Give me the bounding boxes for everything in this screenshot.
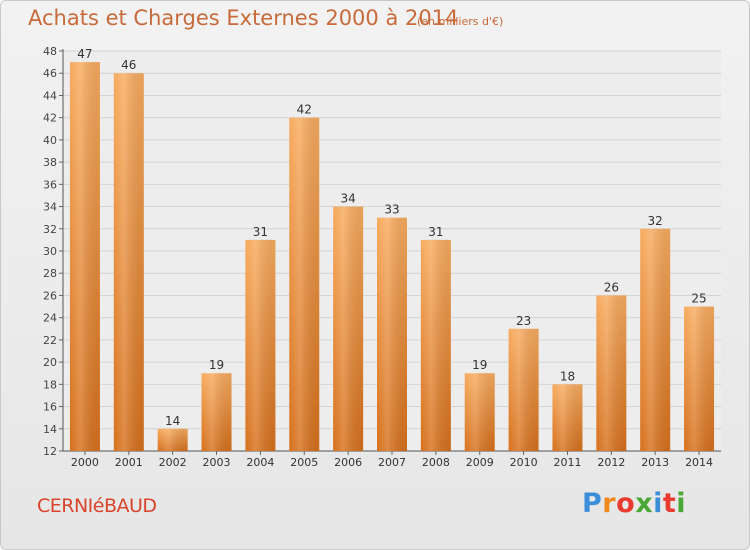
logo-letter: r bbox=[602, 488, 617, 519]
data-label: 34 bbox=[340, 192, 355, 206]
x-tick-label: 2011 bbox=[553, 456, 581, 469]
bar-shine bbox=[640, 228, 671, 451]
bar-shine bbox=[113, 73, 144, 451]
bar-shine bbox=[245, 239, 276, 451]
bars bbox=[69, 62, 715, 452]
x-tick-label: 2008 bbox=[422, 456, 450, 469]
x-tick-label: 2014 bbox=[685, 456, 713, 469]
data-label: 19 bbox=[472, 358, 487, 372]
logo-letter: o bbox=[616, 488, 636, 519]
data-label: 19 bbox=[209, 358, 224, 372]
proxiti-logo[interactable]: Proxiti bbox=[582, 488, 686, 519]
x-tick-label: 2012 bbox=[597, 456, 625, 469]
bar-shine bbox=[157, 428, 188, 451]
y-tick-label: 38 bbox=[43, 156, 57, 169]
y-tick-label: 24 bbox=[43, 312, 57, 325]
y-tick-label: 18 bbox=[43, 378, 57, 391]
x-tick-label: 2001 bbox=[115, 456, 143, 469]
x-tick-label: 2002 bbox=[159, 456, 187, 469]
data-label: 23 bbox=[516, 314, 531, 328]
chart-subtitle: (en milliers d'€) bbox=[417, 15, 504, 28]
data-label: 18 bbox=[560, 369, 575, 383]
logo-letter: i bbox=[653, 488, 663, 519]
y-tick-label: 16 bbox=[43, 401, 57, 414]
bar-shine bbox=[420, 239, 451, 451]
x-tick-label: 2007 bbox=[378, 456, 406, 469]
x-tick-label: 2006 bbox=[334, 456, 362, 469]
x-tick-label: 2010 bbox=[510, 456, 538, 469]
y-tick-label: 32 bbox=[43, 223, 57, 236]
x-tick-label: 2013 bbox=[641, 456, 669, 469]
data-label: 31 bbox=[428, 225, 443, 239]
y-tick-label: 22 bbox=[43, 334, 57, 347]
logo-letter: P bbox=[582, 488, 603, 519]
y-tick-label: 28 bbox=[43, 267, 57, 280]
logo-letter: x bbox=[635, 488, 654, 519]
y-tick-label: 14 bbox=[43, 423, 57, 436]
x-tick-label: 2005 bbox=[290, 456, 318, 469]
data-label: 47 bbox=[77, 47, 92, 61]
axes: 12 14 16 18 20 22 24 26 28 30 32 34 36 38 40 42 44 46 48 20… bbox=[43, 45, 721, 469]
x-tick-label: 2009 bbox=[466, 456, 494, 469]
data-label: 33 bbox=[384, 203, 399, 217]
bar-shine bbox=[508, 328, 539, 451]
bar-shine bbox=[464, 373, 495, 451]
x-tick-label: 2003 bbox=[203, 456, 231, 469]
y-tick-label: 44 bbox=[43, 89, 57, 102]
y-tick-label: 48 bbox=[43, 45, 57, 58]
data-label: 32 bbox=[648, 214, 663, 228]
y-tick-label: 40 bbox=[43, 134, 57, 147]
bar-shine bbox=[377, 217, 407, 451]
data-label: 25 bbox=[691, 292, 706, 306]
x-tick-label: 2000 bbox=[71, 456, 99, 469]
logo-letter: t bbox=[662, 488, 677, 519]
data-label: 46 bbox=[121, 58, 136, 72]
y-tick-label: 42 bbox=[43, 112, 57, 125]
data-label: 14 bbox=[165, 414, 180, 428]
bar-shine bbox=[684, 306, 715, 451]
logo-letter: i bbox=[676, 488, 687, 519]
data-label: 26 bbox=[604, 280, 619, 294]
bar-shine bbox=[69, 62, 100, 451]
data-label: 31 bbox=[253, 225, 268, 239]
x-tick-label: 2004 bbox=[246, 456, 274, 469]
y-tick-label: 20 bbox=[43, 356, 57, 369]
y-tick-label: 30 bbox=[43, 245, 57, 258]
data-labels: 47 46 14 19 31 42 34 33 31 19 23 18 26 32 25 bbox=[77, 47, 706, 428]
y-tick-label: 46 bbox=[43, 67, 57, 80]
bar-shine bbox=[333, 206, 364, 451]
bar-shine bbox=[289, 117, 320, 452]
bar-shine bbox=[201, 373, 232, 451]
y-tick-label: 36 bbox=[43, 178, 57, 191]
bar-shine bbox=[596, 295, 627, 451]
y-tick-label: 26 bbox=[43, 289, 57, 302]
chart-title: Achats et Charges Externes 2000 à 2014 bbox=[28, 6, 459, 30]
town-name: CERNIéBAUD bbox=[37, 495, 157, 517]
data-label: 42 bbox=[297, 103, 312, 117]
y-tick-label: 34 bbox=[43, 201, 57, 214]
bar-shine bbox=[552, 384, 583, 451]
y-tick-label: 12 bbox=[43, 445, 57, 458]
